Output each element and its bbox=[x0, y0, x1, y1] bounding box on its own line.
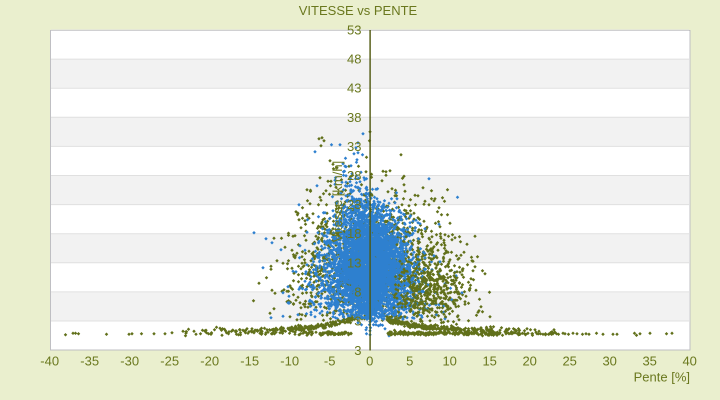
svg-text:-15: -15 bbox=[240, 354, 259, 369]
svg-text:Vitesse [km/h]: Vitesse [km/h] bbox=[330, 161, 345, 242]
svg-text:35: 35 bbox=[642, 354, 656, 369]
svg-text:15: 15 bbox=[482, 354, 496, 369]
svg-text:5: 5 bbox=[406, 354, 413, 369]
svg-text:53: 53 bbox=[347, 23, 361, 38]
svg-text:23: 23 bbox=[347, 197, 361, 212]
svg-text:-25: -25 bbox=[160, 354, 179, 369]
svg-text:33: 33 bbox=[347, 139, 361, 154]
svg-text:30: 30 bbox=[602, 354, 616, 369]
svg-text:-40: -40 bbox=[40, 354, 59, 369]
svg-text:3: 3 bbox=[354, 343, 361, 358]
svg-text:13: 13 bbox=[347, 255, 361, 270]
svg-text:10: 10 bbox=[442, 354, 456, 369]
svg-text:-10: -10 bbox=[280, 354, 299, 369]
svg-text:20: 20 bbox=[522, 354, 536, 369]
svg-text:25: 25 bbox=[562, 354, 576, 369]
svg-text:48: 48 bbox=[347, 52, 361, 67]
svg-text:38: 38 bbox=[347, 110, 361, 125]
svg-text:VITESSE vs PENTE: VITESSE vs PENTE bbox=[299, 3, 418, 18]
svg-text:-5: -5 bbox=[324, 354, 336, 369]
svg-text:8: 8 bbox=[354, 284, 361, 299]
svg-text:-35: -35 bbox=[80, 354, 99, 369]
svg-text:40: 40 bbox=[682, 354, 696, 369]
svg-text:3: 3 bbox=[354, 314, 361, 329]
svg-text:18: 18 bbox=[347, 226, 361, 241]
svg-text:-20: -20 bbox=[200, 354, 219, 369]
svg-text:0: 0 bbox=[366, 354, 373, 369]
svg-text:Pente [%]: Pente [%] bbox=[634, 370, 690, 385]
svg-text:28: 28 bbox=[347, 168, 361, 183]
svg-text:-30: -30 bbox=[120, 354, 139, 369]
svg-text:43: 43 bbox=[347, 81, 361, 96]
